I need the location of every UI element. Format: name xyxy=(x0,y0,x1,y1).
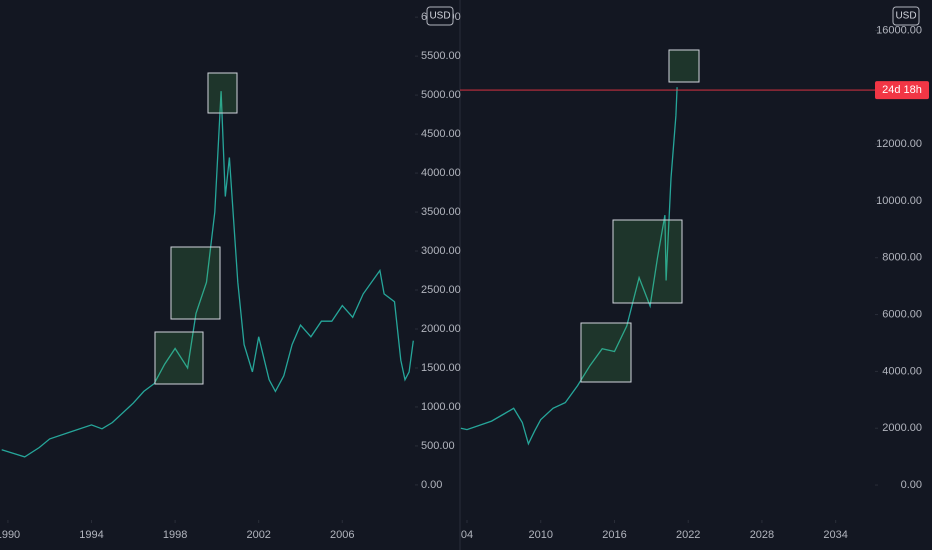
currency-label: USD xyxy=(429,11,450,22)
x-tick-label: 2006 xyxy=(330,529,354,541)
y-tick-label: 3500.00 xyxy=(421,206,461,218)
y-tick-label: 0.00 xyxy=(901,479,922,491)
y-tick-label: 2500.00 xyxy=(421,284,461,296)
price-line-series xyxy=(1,91,414,458)
highlight-box xyxy=(668,49,700,83)
y-tick-label: 5000.00 xyxy=(421,89,461,101)
x-tick-label: 2010 xyxy=(528,529,552,541)
y-tick-label: 5500.00 xyxy=(421,50,461,62)
y-tick-label: 3000.00 xyxy=(421,245,461,257)
price-line-series xyxy=(460,87,678,446)
y-tick-label: 0.00 xyxy=(421,479,442,491)
x-tick-label: 04 xyxy=(461,529,473,541)
highlight-box xyxy=(580,322,632,383)
y-tick-label: 12000.00 xyxy=(876,138,922,150)
y-tick-label: 4500.00 xyxy=(421,128,461,140)
y-tick-label: 4000.00 xyxy=(421,167,461,179)
y-tick-label: 10000.00 xyxy=(876,195,922,207)
x-tick-label: 2016 xyxy=(602,529,626,541)
currency-badge xyxy=(426,6,454,26)
highlight-box xyxy=(612,219,683,304)
y-tick-label: 2000.00 xyxy=(882,422,922,434)
x-tick-label: 2002 xyxy=(246,529,270,541)
x-tick-label: 1990 xyxy=(0,529,20,541)
highlight-box xyxy=(154,331,204,385)
countdown-label: 24d 18h xyxy=(882,84,922,96)
y-tick-label: 2000.00 xyxy=(421,323,461,335)
y-tick-label: 1000.00 xyxy=(421,401,461,413)
currency-badge xyxy=(892,6,920,26)
y-tick-label: 16000.00 xyxy=(876,24,922,36)
y-tick-label: 8000.00 xyxy=(882,252,922,264)
y-tick-label: 1500.00 xyxy=(421,362,461,374)
x-tick-label: 2028 xyxy=(750,529,774,541)
y-tick-label: 500.00 xyxy=(421,440,455,452)
x-tick-label: 1994 xyxy=(79,529,103,541)
x-tick-label: 2034 xyxy=(823,529,847,541)
currency-label: USD xyxy=(895,11,916,22)
y-tick-label: 6000.00 xyxy=(882,308,922,320)
y-tick-label: 4000.00 xyxy=(882,365,922,377)
x-tick-label: 1998 xyxy=(163,529,187,541)
highlight-box xyxy=(170,246,221,320)
x-tick-label: 2022 xyxy=(676,529,700,541)
countdown-badge xyxy=(875,81,929,100)
highlight-box xyxy=(207,72,238,114)
